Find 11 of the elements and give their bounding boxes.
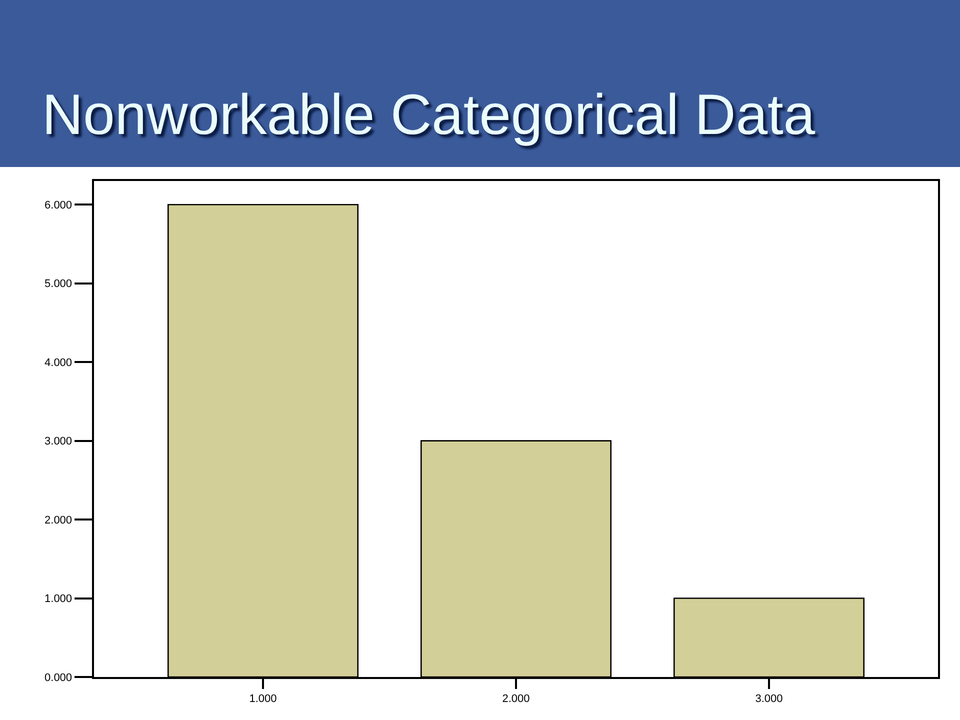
x-tick-label: 2.000 bbox=[502, 692, 530, 705]
y-tick-label: 0.000 bbox=[44, 672, 72, 684]
y-tick-label: 2.000 bbox=[44, 514, 72, 526]
y-tick-label: 1.000 bbox=[44, 593, 72, 606]
x-tick-label: 1.000 bbox=[249, 692, 277, 705]
y-tick-label: 5.000 bbox=[44, 278, 72, 290]
y-tick-label: 4.000 bbox=[44, 356, 72, 369]
chart-title: Nonworkable Categorical Data bbox=[42, 82, 816, 147]
y-tick-label: 6.000 bbox=[44, 199, 72, 212]
y-tick-label: 3.000 bbox=[44, 436, 72, 448]
x-tick-label: 3.000 bbox=[755, 692, 783, 705]
